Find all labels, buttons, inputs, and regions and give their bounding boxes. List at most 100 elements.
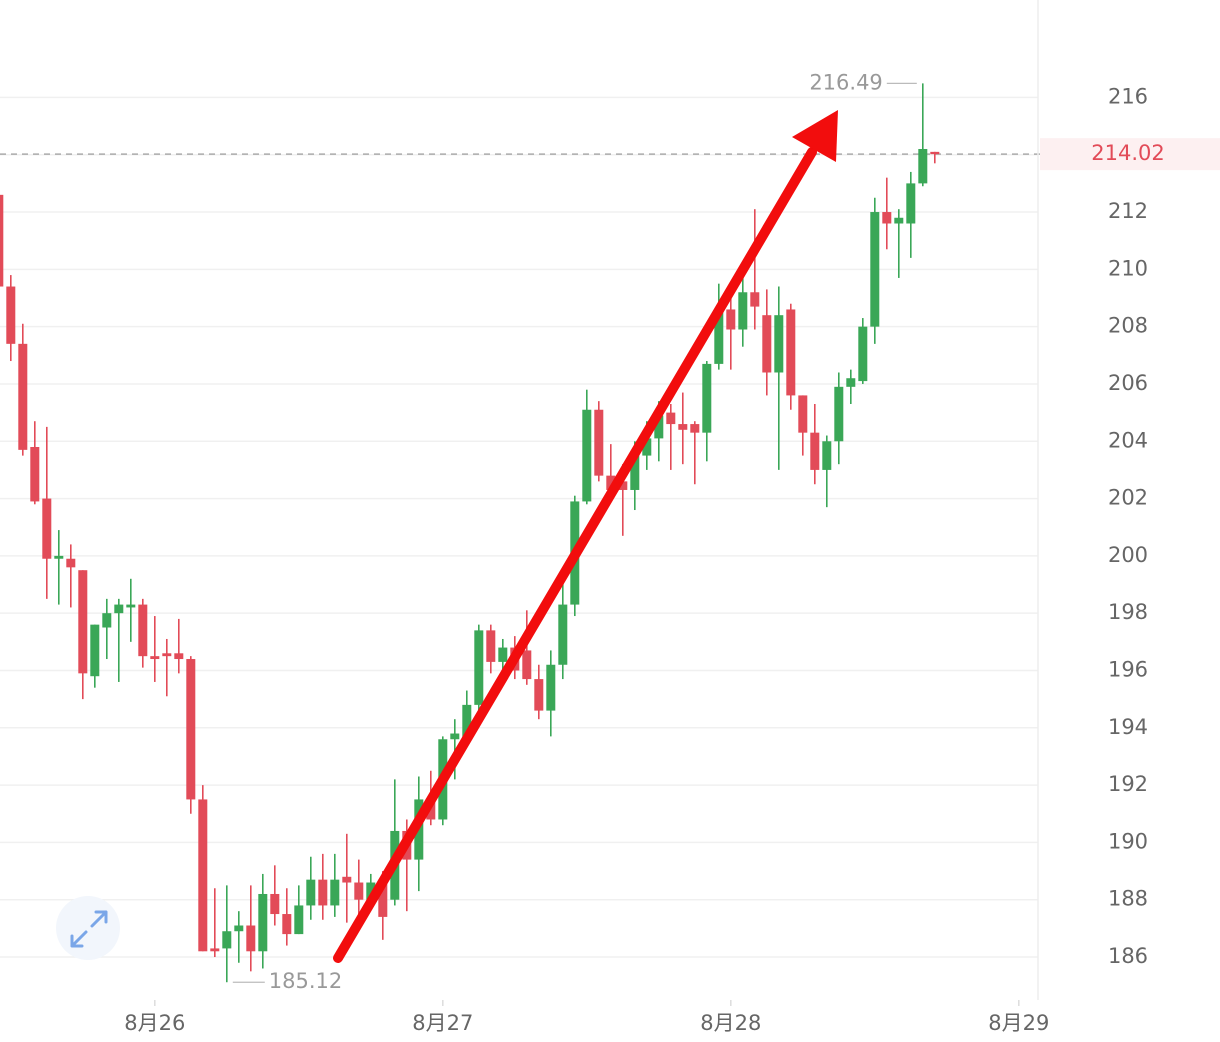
y-tick-label: 194 [1108, 715, 1148, 739]
candle-body [222, 931, 232, 949]
candle-body [714, 309, 724, 364]
x-tick-label: 8月28 [700, 1011, 761, 1035]
y-tick-label: 216 [1108, 84, 1148, 108]
candle-body [726, 309, 736, 330]
candle-body [498, 647, 508, 662]
candle-body [174, 653, 184, 660]
candle-body [702, 363, 712, 433]
candle-body [750, 292, 760, 307]
candle-body [906, 183, 916, 224]
candle-body [930, 151, 940, 155]
candle-body [606, 475, 616, 490]
candle-body [18, 343, 28, 450]
candle-body [774, 315, 784, 373]
candle-body [870, 212, 880, 327]
candle-body [78, 570, 88, 674]
candle-body [594, 409, 604, 476]
y-tick-label: 202 [1108, 486, 1148, 510]
x-tick-label: 8月29 [988, 1011, 1049, 1035]
candle-body [186, 659, 196, 800]
last-price-label: 214.02 [1091, 141, 1164, 165]
candle-body [798, 395, 808, 433]
candle-body [642, 438, 652, 456]
y-tick-label: 204 [1108, 428, 1148, 452]
y-tick-label: 198 [1108, 600, 1148, 624]
x-tick-label: 8月26 [124, 1011, 185, 1035]
candle-body [918, 148, 928, 184]
candle-body [654, 415, 664, 439]
candle-body [882, 212, 892, 224]
candle-body [474, 630, 484, 705]
candle-body [582, 409, 592, 502]
arrow-shaft [333, 147, 817, 963]
candle-body [522, 650, 532, 680]
candle-body [894, 217, 904, 224]
arrow-head [792, 110, 838, 162]
candle-body [246, 925, 256, 952]
candle-body [294, 905, 304, 935]
y-tick-label: 192 [1108, 772, 1148, 796]
candle-body [546, 664, 556, 711]
candle-body [678, 424, 688, 430]
candle-body [234, 925, 244, 932]
candle-body [666, 412, 676, 425]
candle-body [138, 604, 148, 657]
candle-body [630, 455, 640, 490]
candle-body [858, 326, 868, 382]
candle-body [690, 424, 700, 433]
candle-body [762, 315, 772, 373]
y-tick-label: 208 [1108, 314, 1148, 338]
candles [0, 83, 940, 983]
candle-body [102, 613, 112, 628]
candle-body [834, 386, 844, 442]
candle-body [162, 653, 172, 657]
expand-button[interactable] [56, 896, 120, 960]
candle-body [618, 481, 628, 490]
candle-body [342, 876, 352, 883]
candle-body [738, 292, 748, 330]
candle-body [42, 498, 52, 559]
y-tick-label: 206 [1108, 371, 1148, 395]
y-tick-label: 210 [1108, 256, 1148, 280]
trend-arrow [333, 110, 838, 963]
candle-body [462, 704, 472, 740]
candle-body [150, 656, 160, 660]
candle-body [30, 446, 40, 502]
candle-body [318, 879, 328, 906]
candle-body [786, 309, 796, 396]
candle-body [450, 733, 460, 740]
y-tick-label: 196 [1108, 657, 1148, 681]
candle-body [558, 604, 568, 665]
y-tick-label: 186 [1108, 944, 1148, 968]
x-tick-label: 8月27 [412, 1011, 473, 1035]
low-label: 185.12 [269, 969, 342, 993]
candle-body [210, 948, 220, 952]
candle-body [378, 879, 388, 917]
y-tick-label: 212 [1108, 199, 1148, 223]
y-tick-label: 190 [1108, 829, 1148, 853]
candle-body [534, 679, 544, 711]
expand-icon[interactable] [70, 910, 108, 948]
candle-body [114, 604, 124, 614]
candle-body [330, 879, 340, 906]
candle-body [366, 882, 376, 900]
labels: 186 188 190 192 194 196 198 200 202 204 206 208 210 2… [124, 70, 1220, 1035]
candle-body [54, 555, 64, 559]
candle-body [270, 893, 280, 915]
high-label: 216.49 [809, 70, 882, 94]
candle-body [354, 882, 364, 900]
candle-body [846, 378, 856, 387]
candle-body [810, 432, 820, 470]
candle-body [282, 914, 292, 935]
candle-body [486, 630, 496, 662]
y-tick-label: 200 [1108, 543, 1148, 567]
candle-body [90, 624, 100, 677]
candle-body [258, 893, 268, 952]
last-price-bg [1040, 138, 1220, 171]
candle-body [198, 799, 208, 952]
candle-body [0, 194, 4, 287]
expand-bg[interactable] [56, 896, 120, 960]
candle-body [822, 441, 832, 470]
candle-body [6, 286, 16, 344]
